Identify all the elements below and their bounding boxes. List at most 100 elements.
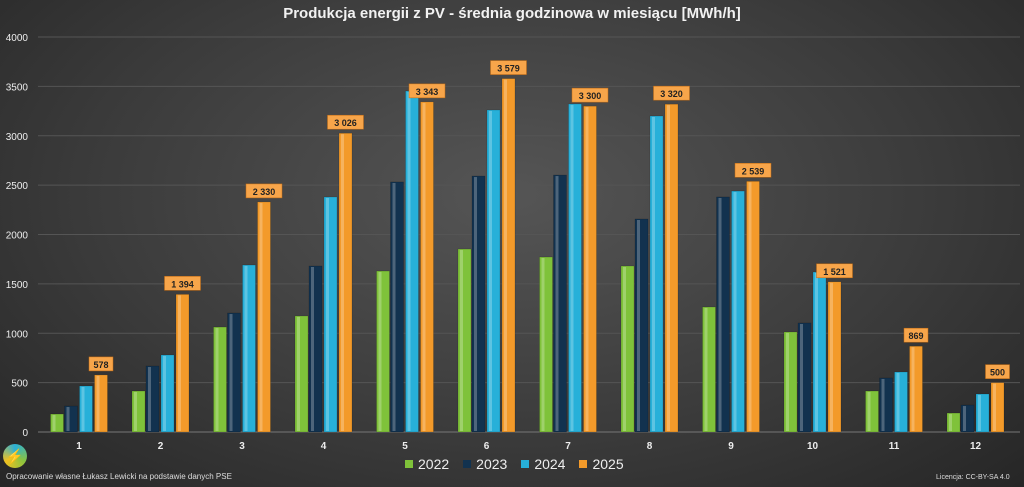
legend-label: 2024: [534, 456, 566, 472]
bar-highlight: [378, 272, 382, 431]
data-label-box: [653, 85, 690, 101]
x-tick-label: 9: [728, 441, 734, 452]
y-tick-label: 4000: [6, 33, 29, 44]
bar-2025: [746, 181, 760, 433]
bar-2023: [634, 218, 649, 433]
bar-2022: [131, 390, 146, 433]
bar-2024: [323, 196, 338, 433]
data-label: 3 300: [579, 91, 602, 101]
bar-2023: [553, 174, 567, 433]
bar-highlight: [504, 79, 507, 431]
bar-2025: [664, 103, 679, 433]
bar-highlight: [66, 407, 70, 431]
bar-2024: [405, 90, 419, 433]
x-tick-label: 11: [889, 441, 900, 452]
bar-highlight: [896, 372, 900, 431]
bar-2025: [420, 101, 434, 433]
legend-item-2025: 2025: [579, 456, 624, 472]
data-label-box: [490, 60, 527, 75]
data-label-box: [816, 263, 853, 279]
bar-highlight: [800, 323, 803, 431]
x-tick-label: 8: [647, 441, 653, 452]
bar-highlight: [555, 176, 559, 431]
data-label: 500: [990, 368, 1005, 378]
bar-highlight: [460, 250, 463, 431]
legend-item-2024: 2024: [521, 456, 565, 472]
legend-label: 2023: [476, 456, 508, 472]
legend-swatch: [405, 460, 413, 468]
x-tick-label: 7: [565, 441, 571, 452]
bar-highlight: [178, 295, 181, 431]
bar-highlight: [489, 110, 492, 431]
bar-highlight: [81, 386, 85, 431]
credit-text: Opracowanie własne Łukasz Lewicki na pod…: [6, 472, 232, 481]
data-label-box: [245, 183, 283, 199]
y-tick-label: 2500: [6, 181, 29, 192]
bar-2025: [338, 132, 353, 433]
chart-title: Produkcja energii z PV - średnia godzino…: [283, 5, 741, 22]
bar-2024: [812, 271, 827, 433]
bar-2023: [716, 196, 730, 433]
data-label: 3 026: [334, 118, 357, 128]
bar-2025: [501, 78, 516, 433]
bar-2024: [649, 115, 664, 433]
bar-2023: [960, 404, 975, 433]
legend-label: 2025: [592, 456, 624, 472]
data-label-box: [903, 327, 929, 343]
legend-item-2023: 2023: [463, 456, 507, 472]
data-label-box: [327, 114, 364, 130]
bar-2024: [79, 385, 93, 433]
bar-highlight: [867, 392, 871, 431]
bar-2024: [894, 371, 908, 433]
bar-2025: [175, 294, 190, 433]
bar-2022: [702, 306, 716, 433]
bar-2025: [990, 382, 1005, 433]
bar-2023: [471, 175, 486, 433]
bar-highlight: [704, 307, 708, 431]
bar-2023: [879, 377, 893, 433]
bar-2023: [145, 365, 160, 433]
data-label: 3 320: [660, 89, 683, 99]
bar-highlight: [949, 414, 952, 431]
bar-highlight: [341, 134, 344, 431]
bar-2022: [946, 412, 961, 433]
y-tick-label: 1000: [6, 329, 29, 340]
data-label-box: [985, 364, 1010, 379]
data-label-box: [571, 87, 609, 103]
bar-highlight: [993, 383, 996, 431]
y-tick-label: 3500: [6, 82, 29, 93]
bar-2024: [731, 190, 745, 433]
bar-highlight: [748, 182, 752, 431]
bar-2024: [160, 354, 175, 433]
bar-2025: [827, 281, 842, 433]
y-tick-label: 2000: [6, 231, 29, 242]
bar-highlight: [215, 328, 219, 431]
bar-2022: [50, 413, 64, 433]
data-label-box: [164, 276, 201, 291]
bar-2022: [294, 315, 309, 433]
legend-swatch: [463, 460, 472, 468]
data-label-box: [88, 356, 114, 372]
legend-swatch: [579, 460, 588, 468]
bar-highlight: [148, 367, 151, 431]
bar-highlight: [229, 314, 233, 431]
bar-highlight: [585, 107, 589, 431]
data-label: 2 330: [253, 187, 276, 197]
bar-2023: [390, 181, 404, 433]
data-label: 578: [93, 360, 108, 370]
bar-highlight: [786, 332, 789, 431]
bar-highlight: [978, 394, 981, 431]
bar-highlight: [163, 355, 166, 431]
bar-highlight: [96, 375, 100, 431]
bar-highlight: [570, 104, 574, 431]
x-tick-label: 6: [484, 441, 490, 452]
bar-highlight: [881, 378, 885, 431]
bar-2023: [797, 322, 812, 433]
x-tick-label: 1: [76, 441, 82, 452]
y-tick-label: 3000: [6, 132, 29, 143]
bar-2023: [64, 405, 78, 433]
bar-2024: [568, 103, 582, 433]
bar-highlight: [541, 258, 545, 431]
license-text: Licencja: CC-BY-SA 4.0: [936, 474, 1010, 481]
y-tick-label: 0: [22, 428, 28, 439]
